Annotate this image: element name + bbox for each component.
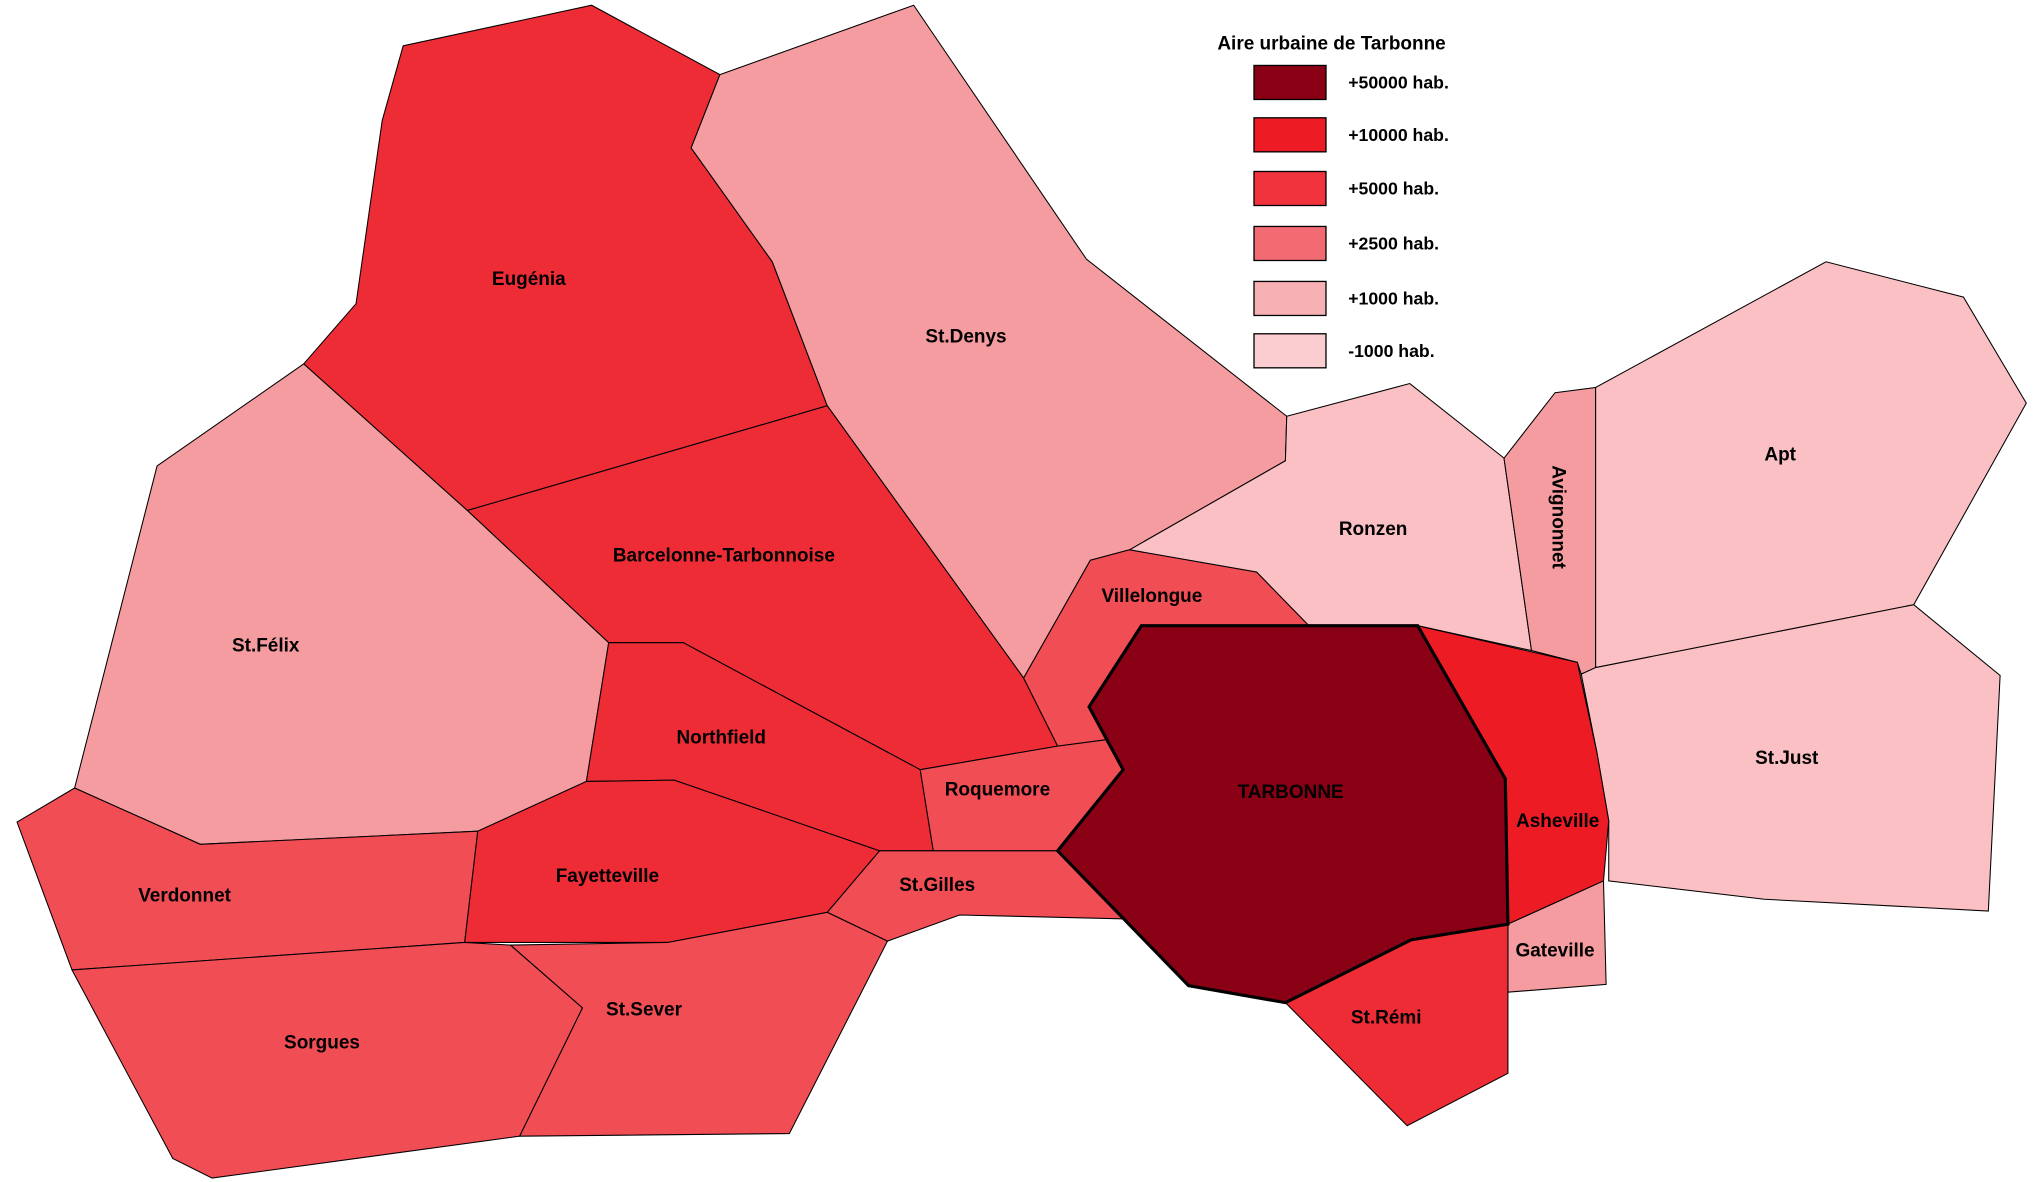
- legend-label: +10000 hab.: [1348, 125, 1449, 145]
- legend-label: +1000 hab.: [1348, 288, 1439, 308]
- label-tarbonne: TARBONNE: [1238, 782, 1344, 803]
- legend-label: +50000 hab.: [1348, 72, 1449, 92]
- label-eugenia: Eugénia: [492, 269, 566, 290]
- label-northfield: Northfield: [676, 727, 766, 748]
- region-st-sever: [509, 911, 889, 1137]
- legend: Aire urbaine de Tarbonne +50000 hab. +100…: [1217, 34, 1449, 369]
- label-verdonnet: Verdonnet: [138, 886, 231, 907]
- legend-swatch: [1253, 225, 1327, 262]
- label-gateville: Gateville: [1516, 941, 1595, 962]
- label-st-denys: St.Denys: [925, 327, 1006, 348]
- label-roquemore: Roquemore: [945, 780, 1050, 801]
- region-tarbonne: [1055, 624, 1510, 1005]
- legend-swatch: [1253, 333, 1327, 369]
- label-st-remi: St.Rémi: [1351, 1007, 1422, 1028]
- region-apt: [1595, 261, 2027, 669]
- legend-swatch: [1253, 117, 1327, 153]
- label-sorgues: Sorgues: [284, 1032, 360, 1053]
- label-asheville: Asheville: [1516, 811, 1599, 832]
- legend-label: +5000 hab.: [1348, 178, 1439, 198]
- regions: [16, 4, 2027, 1179]
- label-st-felix: St.Félix: [232, 636, 300, 657]
- label-villelongue: Villelongue: [1101, 586, 1202, 607]
- region-labels: Eugénia St.Denys Barcelonne-Tarbonnoise …: [138, 269, 1819, 1053]
- label-barcelonne: Barcelonne-Tarbonnoise: [613, 545, 835, 566]
- legend-swatch: [1253, 280, 1327, 317]
- legend-title: Aire urbaine de Tarbonne: [1217, 34, 1445, 55]
- region-sorgues: [71, 941, 584, 1179]
- label-avignonnet: Avignonnet: [1548, 465, 1569, 569]
- label-ronzen: Ronzen: [1339, 519, 1408, 540]
- legend-swatch: [1253, 64, 1327, 101]
- label-st-sever: St.Sever: [606, 1000, 683, 1021]
- legend-label: -1000 hab.: [1348, 341, 1434, 361]
- legend-label: +2500 hab.: [1348, 233, 1439, 253]
- legend-swatch: [1253, 170, 1327, 207]
- label-st-just: St.Just: [1755, 748, 1819, 769]
- label-apt: Apt: [1764, 445, 1796, 466]
- label-fayetteville: Fayetteville: [556, 866, 659, 887]
- label-st-gilles: St.Gilles: [899, 875, 975, 896]
